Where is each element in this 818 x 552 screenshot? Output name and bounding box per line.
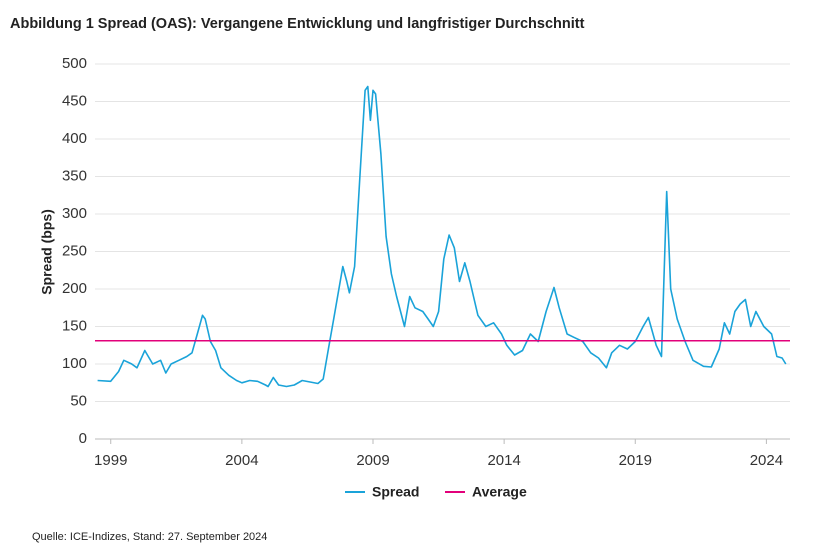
y-tick-label: 450 (62, 92, 87, 109)
chart-title: Abbildung 1 Spread (OAS): Vergangene Ent… (10, 16, 585, 32)
y-tick-label: 500 (62, 55, 87, 72)
legend-label: Average (472, 484, 527, 500)
source: Quelle: ICE-Indizes, Stand: 27. Septembe… (32, 531, 267, 543)
x-tick-label: 2024 (750, 452, 783, 469)
series-line (97, 85, 787, 388)
y-tick-label: 0 (79, 430, 87, 447)
y-tick-label: 250 (62, 242, 87, 259)
y-tick-label: 200 (62, 280, 87, 297)
x-tick-label: 2014 (487, 452, 520, 469)
x-tick-label: 2009 (356, 452, 389, 469)
y-tick-label: 50 (70, 392, 87, 409)
x-tick-label: 1999 (94, 452, 127, 469)
x-tick-label: 2004 (225, 452, 258, 469)
x-tick-label: 2019 (619, 452, 652, 469)
y-tick-label: 400 (62, 130, 87, 147)
y-tick-label: 300 (62, 205, 87, 222)
y-tick-label: 150 (62, 317, 87, 334)
y-axis-label: Spread (bps) (39, 209, 55, 295)
y-tick-label: 350 (62, 167, 87, 184)
legend-label: Spread (372, 484, 419, 500)
y-tick-label: 100 (62, 355, 87, 372)
